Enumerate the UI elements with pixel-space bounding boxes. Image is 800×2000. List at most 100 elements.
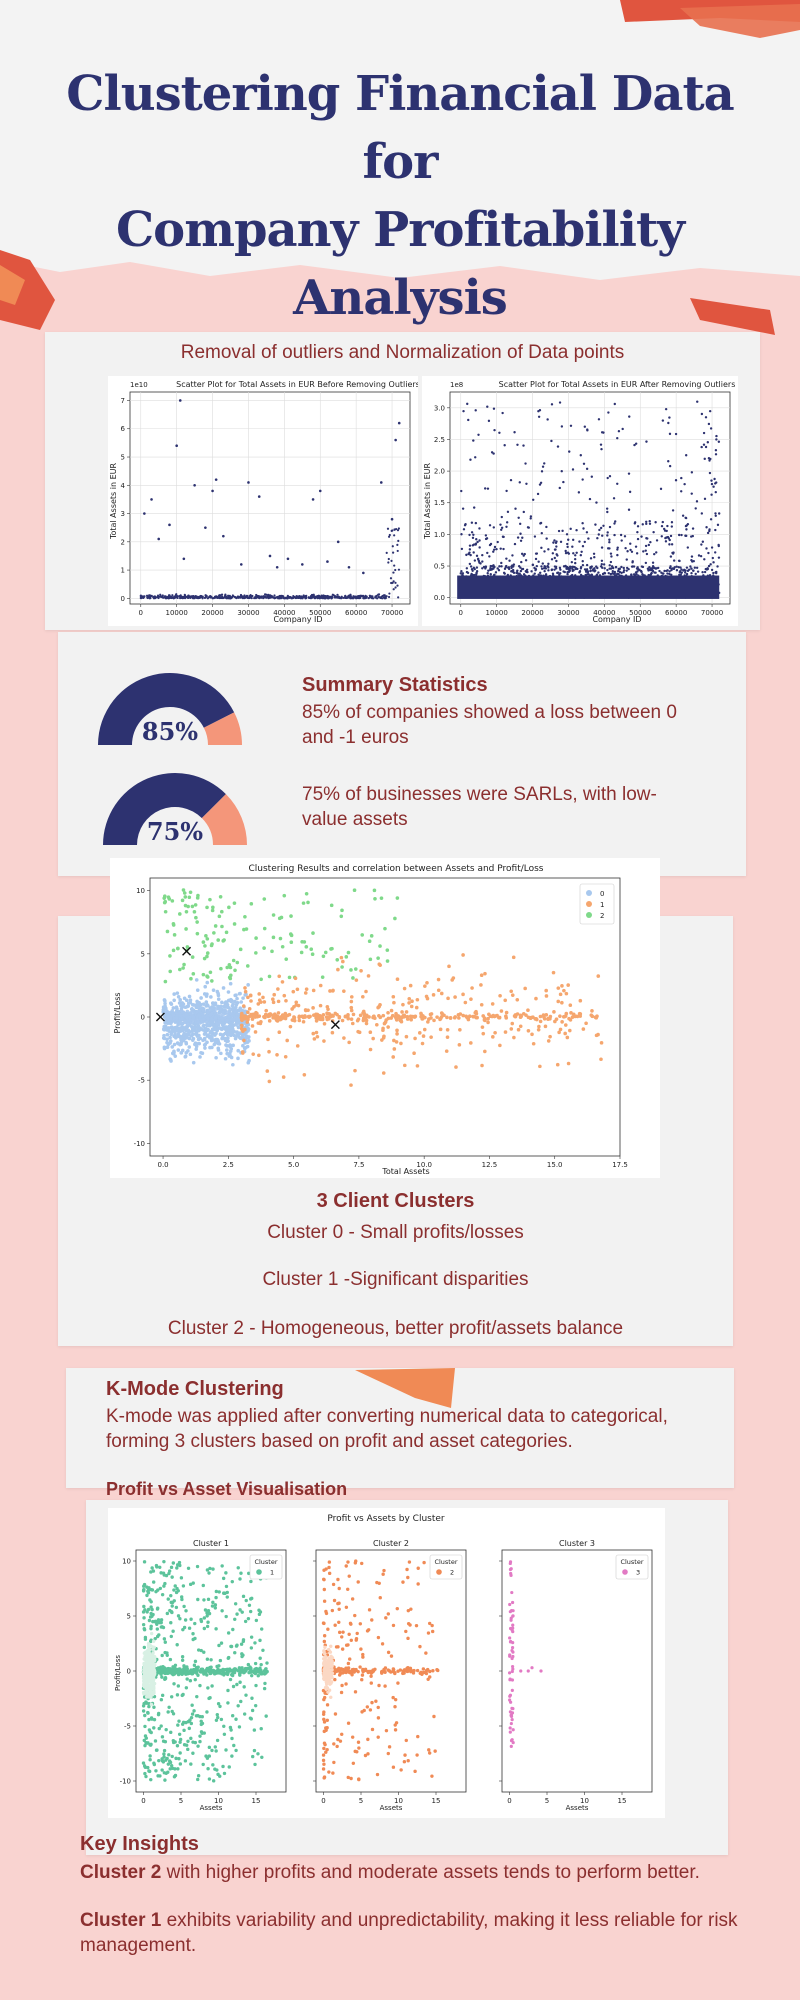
cluster-legend-box <box>579 883 615 925</box>
cluster-1-point <box>562 988 566 993</box>
pva-cluster-1-point <box>187 1670 191 1674</box>
after-xtick-label: 30000 <box>557 609 579 617</box>
cluster-1-point <box>297 1018 302 1023</box>
after-point <box>716 523 720 527</box>
after-point <box>680 533 683 537</box>
after-point <box>701 571 704 574</box>
after-point <box>601 534 604 537</box>
after-point <box>678 570 682 573</box>
after-point <box>472 551 475 554</box>
after-point <box>570 565 574 569</box>
cluster-0-point <box>231 1017 236 1022</box>
cluster-2-point <box>172 933 177 937</box>
before-point <box>394 586 397 589</box>
after-point <box>566 542 569 546</box>
after-point <box>709 563 712 566</box>
pva-suptitle: Profit vs Assets by Cluster <box>327 1514 445 1524</box>
after-point <box>555 540 558 543</box>
pva-cluster-1-point <box>164 1573 169 1578</box>
before-point <box>198 595 201 599</box>
pva-cluster-1-point <box>207 1777 212 1781</box>
cluster-0-point <box>168 1039 173 1043</box>
cluster-1-point <box>538 1019 543 1024</box>
before-point <box>362 597 366 600</box>
cluster-0-point <box>162 1024 167 1029</box>
after-point <box>501 411 504 415</box>
after-point <box>474 409 477 412</box>
after-point <box>519 522 522 526</box>
cluster-1-point <box>590 1009 594 1013</box>
summary-card <box>58 632 746 876</box>
cluster-xtick-label: 17.5 <box>612 1161 628 1169</box>
after-point <box>474 573 478 576</box>
after-point <box>616 553 619 557</box>
cluster-1-point <box>318 983 323 988</box>
cluster-1-point <box>560 1000 564 1005</box>
cluster-0-point <box>179 1038 183 1042</box>
pva-cluster-1-point <box>247 1603 252 1607</box>
pva-cluster-1-point <box>160 1592 165 1597</box>
cluster-2-point <box>175 946 180 951</box>
pva-cluster-1-point <box>193 1621 197 1626</box>
cluster-0-point <box>188 1000 193 1005</box>
cluster-0-point <box>228 1049 233 1053</box>
cluster-1-point <box>473 1010 478 1015</box>
after-point <box>661 419 665 422</box>
cluster-1-point <box>395 1028 399 1033</box>
pva-cluster-1-point <box>222 1732 227 1737</box>
cluster-1-point <box>292 1005 296 1009</box>
pva-cluster-1-point <box>196 1773 201 1778</box>
after-point <box>632 573 636 576</box>
cluster-2-point <box>339 914 344 919</box>
after-point <box>569 424 573 427</box>
cluster-1-point <box>543 1024 548 1029</box>
pva-cluster-1-point <box>238 1680 242 1684</box>
before-point <box>359 594 362 597</box>
cluster-1-point <box>377 1013 381 1018</box>
cluster-0-point <box>231 1043 235 1048</box>
after-point <box>582 527 585 530</box>
pva-cluster-1-point <box>206 1597 211 1602</box>
before-outlier-point <box>390 517 394 521</box>
after-point <box>571 567 574 571</box>
after-point <box>460 570 463 573</box>
before-point <box>377 595 380 599</box>
after-point <box>469 458 472 461</box>
cluster-1-point <box>438 1027 443 1032</box>
pva-cluster-1-point <box>186 1739 190 1744</box>
pva-cluster-1-point <box>169 1593 173 1598</box>
before-xtick-label: 50000 <box>309 609 331 617</box>
pva-cluster-1-point <box>141 1622 146 1627</box>
pva-cluster-1-point <box>188 1582 193 1587</box>
cluster-1-point <box>458 1012 463 1016</box>
cluster-1-point <box>318 1003 323 1008</box>
pva-cluster-1-point <box>233 1602 238 1606</box>
after-point <box>631 560 634 563</box>
after-point <box>484 534 488 537</box>
cluster-0-point <box>191 1032 195 1036</box>
after-point <box>633 443 636 447</box>
cluster-1-point <box>479 1002 484 1007</box>
cluster-0-point <box>215 989 220 994</box>
cluster-2-point <box>182 891 187 895</box>
cluster-chart-svg: Clustering Results and correlation betwe… <box>113 864 628 1176</box>
cluster-1-point <box>342 989 346 993</box>
after-point <box>634 545 638 548</box>
pva-cluster-1-point <box>206 1686 210 1690</box>
pva-cluster-1-point <box>188 1718 192 1722</box>
before-point <box>273 597 276 600</box>
cluster-1-point <box>259 1000 263 1004</box>
cluster-0-point <box>171 1006 176 1010</box>
cluster-1-point <box>465 1015 469 1020</box>
after-xtick-label: 70000 <box>701 609 723 617</box>
after-point <box>594 523 597 526</box>
cluster-1-point <box>251 1052 256 1056</box>
cluster-1-point <box>272 1012 277 1016</box>
pva-cluster-1-point <box>160 1671 164 1675</box>
cluster-1-point <box>401 1014 405 1019</box>
before-point <box>374 595 377 598</box>
after-point <box>564 549 567 553</box>
pva-cluster-1-point <box>163 1778 167 1782</box>
pva-cluster-1-point <box>259 1662 263 1667</box>
cluster-2-point <box>352 888 357 892</box>
